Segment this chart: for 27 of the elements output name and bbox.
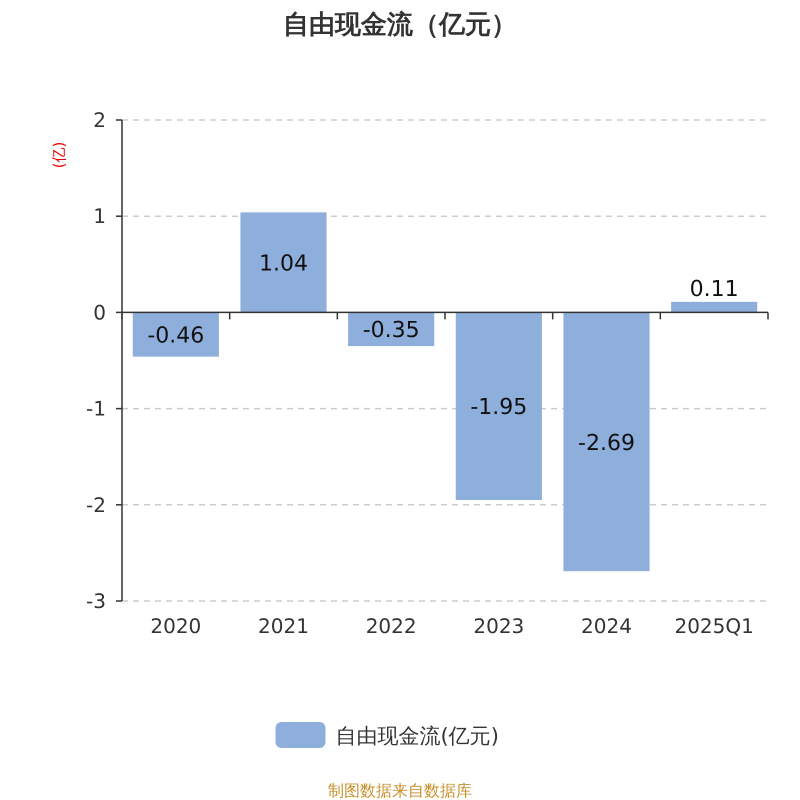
x-tick-label: 2025Q1 <box>674 614 754 638</box>
data-label: 1.04 <box>259 251 308 276</box>
data-label: -1.95 <box>470 395 528 420</box>
x-tick-label: 2023 <box>473 614 524 638</box>
data-label: -2.69 <box>578 430 635 456</box>
y-tick-label: 0 <box>93 300 106 324</box>
bar <box>240 212 327 312</box>
y-tick-label: -3 <box>86 589 106 613</box>
chart-title: 自由现金流（亿元） <box>283 10 517 40</box>
bar <box>671 302 758 312</box>
bar <box>132 312 219 357</box>
text: 制图数据来自数据库 <box>328 781 472 800</box>
y-tick-label: -1 <box>86 396 106 421</box>
data-label: -0.35 <box>362 318 420 344</box>
data-label: 0.11 <box>690 276 739 302</box>
x-tick-label: 2022 <box>366 614 417 638</box>
x-tick-label: 2024 <box>581 614 632 638</box>
y-axis-title: (亿) <box>50 142 68 168</box>
x-tick-label: 2021 <box>258 614 309 638</box>
y-tick-label: 2 <box>93 108 106 132</box>
bar <box>563 312 650 572</box>
x-tick-label: 2020 <box>150 614 202 638</box>
data-label: -0.46 <box>147 324 204 349</box>
y-tick-label: -2 <box>86 492 106 517</box>
y-tick-label: 1 <box>93 204 106 228</box>
legend-label: 自由现金流(亿元) <box>336 724 499 748</box>
bar <box>456 312 542 500</box>
